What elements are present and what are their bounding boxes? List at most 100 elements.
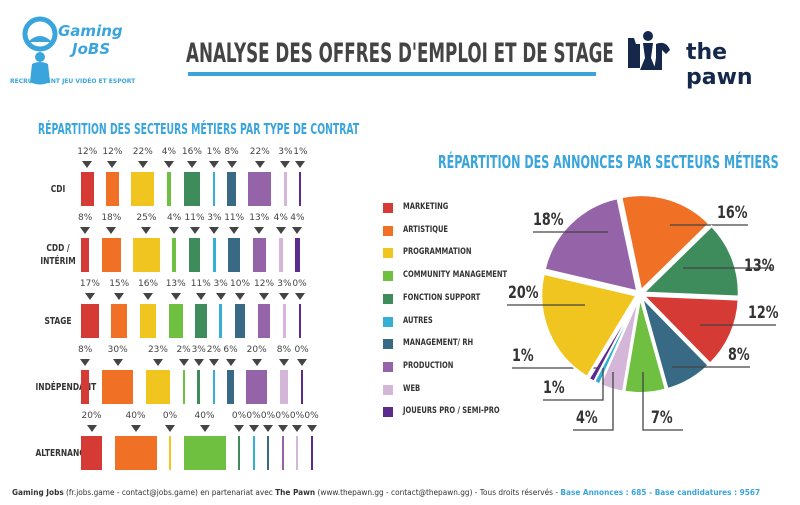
bar — [296, 436, 298, 470]
legend-label: PRODUCTION — [403, 360, 454, 371]
data-label: 12% — [102, 147, 123, 157]
arrow-icon — [279, 293, 290, 300]
bar — [228, 238, 240, 272]
arrow-icon — [235, 293, 245, 300]
arrow-icon — [143, 293, 153, 300]
data-label: 4% — [290, 213, 305, 223]
arrow-icon — [86, 425, 97, 432]
footer-text: (fr.jobs.game - contact@jobs.game) en pa… — [63, 488, 276, 497]
arrow-icon — [163, 161, 174, 168]
pie-data-label: 20% — [508, 283, 539, 303]
data-label: 17% — [79, 279, 100, 289]
bar — [212, 172, 215, 206]
bar — [257, 304, 271, 338]
arrow-icon — [114, 293, 125, 300]
arrow-icon — [225, 359, 236, 366]
bar — [248, 172, 272, 206]
data-label: 16% — [137, 279, 159, 289]
arrow-icon — [294, 293, 305, 300]
bar — [252, 436, 255, 470]
leader-line — [642, 372, 683, 431]
legend-label: AUTRES — [403, 315, 433, 326]
arrow-icon — [80, 227, 91, 234]
data-label: 22% — [249, 147, 270, 157]
arrow-icon — [263, 425, 273, 432]
row-label: CDI — [50, 184, 66, 195]
pie-data-label: 13% — [744, 256, 775, 276]
bar — [172, 238, 177, 272]
arrow-icon — [208, 161, 219, 168]
data-label: 8% — [224, 147, 239, 157]
bar — [81, 172, 94, 206]
bar — [212, 370, 215, 404]
legend-swatch — [383, 225, 393, 236]
bar — [145, 370, 171, 404]
data-label: 0% — [162, 411, 178, 421]
legend-swatch — [383, 271, 393, 282]
bar — [139, 304, 157, 338]
bar — [227, 172, 236, 206]
bar — [81, 238, 90, 272]
arrow-icon — [306, 425, 317, 432]
bar — [298, 304, 301, 338]
row-label: ALTERNANCE — [35, 448, 90, 459]
arrow-icon — [254, 161, 265, 168]
data-label: 10% — [229, 279, 251, 289]
data-label: 12% — [77, 147, 98, 157]
legend-label: MARKETING — [403, 202, 449, 212]
data-label: 0% — [275, 411, 290, 421]
pie-slice — [641, 296, 710, 391]
row-label: STAGE — [44, 316, 72, 327]
arrow-icon — [169, 227, 180, 234]
data-label: 0% — [292, 279, 307, 289]
pie-slice — [540, 272, 638, 379]
data-label: 18% — [101, 213, 122, 223]
arrow-icon — [82, 161, 93, 168]
data-label: 15% — [109, 279, 130, 289]
arrow-icon — [292, 425, 302, 432]
bar — [234, 304, 246, 338]
bar — [212, 238, 216, 272]
pie-data-label: 16% — [717, 203, 748, 223]
footer-brand-the-pawn: The Pawn — [275, 488, 316, 497]
bar — [166, 172, 171, 206]
bar — [183, 436, 226, 470]
legend-swatch — [383, 384, 393, 395]
data-label: 4% — [273, 213, 288, 223]
row-label: INDÉPENDANT — [35, 382, 97, 393]
arrow-icon — [278, 359, 289, 366]
data-label: 3% — [278, 147, 293, 157]
footer-stat-annonces: Base Annonces : 685 — [560, 488, 647, 497]
bar — [295, 238, 300, 272]
data-label: 2% — [176, 345, 191, 355]
bar — [188, 238, 201, 272]
bar — [114, 436, 157, 470]
arrow-icon — [112, 359, 123, 366]
data-label: 4% — [161, 147, 177, 157]
bar — [101, 238, 121, 272]
arrow-icon — [165, 425, 175, 432]
data-label: 6% — [223, 345, 238, 355]
footer-brand-gaming-jobs: Gaming Jobs — [12, 488, 64, 497]
bar — [169, 436, 171, 470]
arrow-icon — [189, 227, 200, 234]
legend-swatch — [383, 248, 393, 259]
bar — [197, 370, 201, 404]
footer: Gaming Jobs (fr.jobs.game - contact@jobs… — [12, 488, 760, 497]
data-label: 11% — [184, 213, 205, 223]
arrow-icon — [296, 359, 307, 366]
row-label: CDD / INTÉRIM — [40, 243, 76, 267]
title-underline — [188, 72, 596, 76]
legend-label: ARTISTIQUE — [403, 224, 449, 235]
pie-slice — [623, 297, 667, 394]
bar — [252, 238, 267, 272]
arrow-icon — [208, 359, 219, 366]
bar — [195, 304, 207, 338]
pie-data-label: 12% — [748, 303, 779, 323]
arrow-icon — [193, 359, 204, 366]
data-label: 12% — [254, 279, 275, 289]
bar — [219, 304, 223, 338]
arrow-icon — [137, 161, 148, 168]
pie-data-label: 18% — [533, 210, 564, 230]
arrow-icon — [254, 227, 265, 234]
